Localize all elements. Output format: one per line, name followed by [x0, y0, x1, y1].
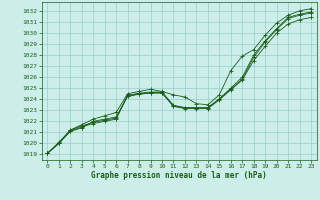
X-axis label: Graphe pression niveau de la mer (hPa): Graphe pression niveau de la mer (hPa) — [91, 171, 267, 180]
